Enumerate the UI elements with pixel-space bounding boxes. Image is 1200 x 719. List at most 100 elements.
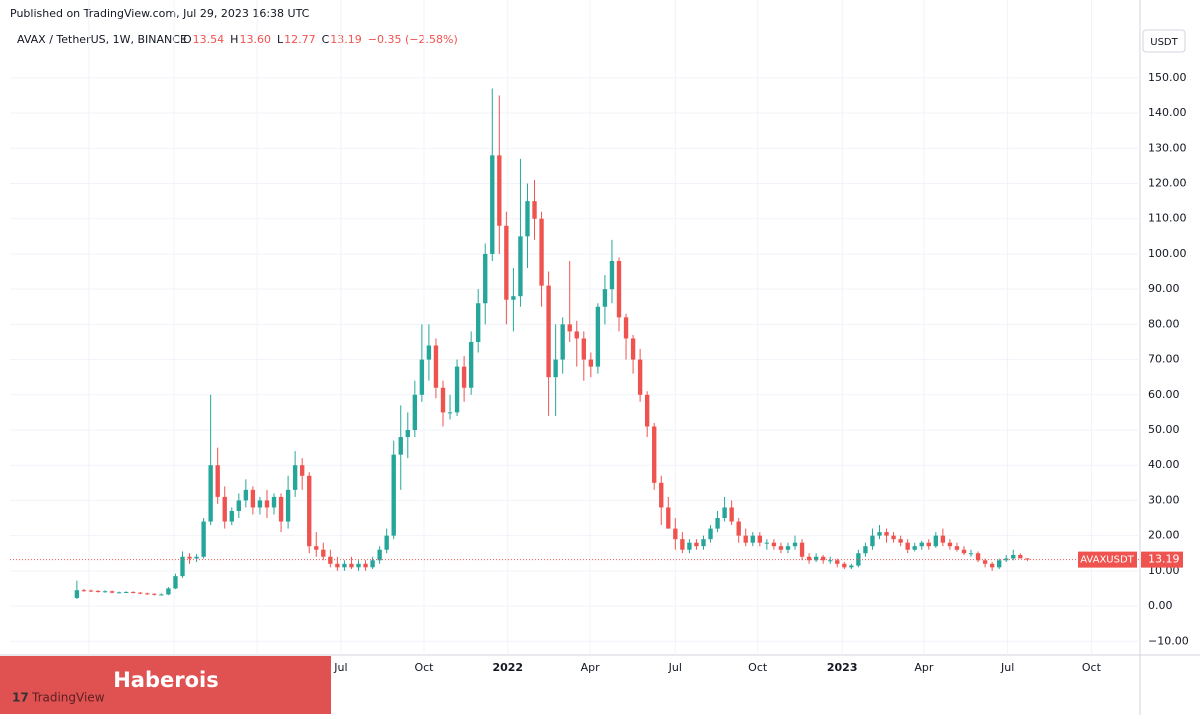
candle-body (975, 553, 981, 561)
candle-body (652, 426, 657, 483)
candle-body (602, 289, 608, 307)
candle-body (926, 542, 931, 547)
candle-body (785, 546, 791, 550)
candle-body (820, 556, 826, 561)
candle-body (257, 500, 263, 508)
candle-body (644, 394, 650, 427)
candle-body (208, 465, 213, 522)
candle-body (215, 465, 220, 497)
candle-body (145, 593, 150, 595)
candle-body (806, 556, 812, 561)
candle-body (553, 359, 558, 378)
x-tick-label: 2023 (827, 661, 858, 674)
candle-body (750, 535, 755, 543)
y-tick-label: 60.00 (1148, 388, 1180, 401)
candle-body (511, 296, 516, 300)
candle-body (842, 563, 847, 568)
candle-body (630, 338, 636, 360)
candle-body (637, 359, 643, 395)
candle-body (877, 532, 882, 536)
candle-body (328, 556, 333, 564)
currency-label[interactable]: USDT (1150, 37, 1178, 48)
candle-body (595, 306, 601, 367)
candle-body (384, 535, 389, 550)
candle-body (666, 507, 671, 529)
ohlc-value: 13.54 (193, 33, 225, 46)
candle-body (95, 590, 101, 592)
candle-body (764, 542, 770, 544)
candle-body (609, 260, 615, 290)
candle-body (722, 507, 727, 519)
y-tick-label: 90.00 (1148, 282, 1180, 295)
candle-body (201, 521, 206, 557)
grid (10, 0, 1140, 655)
candle-body (539, 218, 544, 286)
symbol[interactable]: AVAX / TetherUS, 1W, BINANCE (17, 33, 187, 46)
candle-body (616, 260, 622, 318)
candle-body (109, 591, 115, 593)
y-tick-label: 140.00 (1148, 106, 1187, 119)
candle-body (736, 521, 741, 536)
candle-body (299, 465, 305, 476)
candle-body (933, 535, 939, 547)
candle-body (243, 489, 249, 501)
candle-body (102, 591, 108, 593)
candle-body (870, 535, 875, 547)
y-tick-label: −10.00 (1148, 634, 1189, 647)
y-tick-label: 0.00 (1148, 599, 1173, 612)
ohlc-value: 13.19 (330, 33, 362, 46)
candle-body (476, 303, 481, 342)
candle-body (314, 546, 319, 550)
ohlc-key: O (183, 33, 192, 46)
candle-body (321, 549, 326, 557)
ohlc-value: 12.77 (284, 33, 316, 46)
candle-body (468, 341, 474, 388)
candle-body (180, 556, 185, 577)
candle-body (187, 556, 192, 559)
candle-body (497, 155, 502, 226)
candle-body (799, 542, 805, 557)
y-tick-label: 120.00 (1148, 177, 1187, 190)
candle-body (546, 285, 551, 378)
candle-body (447, 412, 453, 414)
published: Published on TradingView.com, Jul 29, 20… (10, 7, 310, 20)
candle-body (285, 489, 291, 522)
candle-body (194, 556, 199, 559)
candle-body (342, 563, 347, 568)
candle-body (440, 387, 446, 413)
candle-body (715, 518, 720, 529)
candle-body (426, 345, 432, 360)
candle-body (954, 546, 960, 550)
currency-button[interactable] (1142, 29, 1186, 53)
candle-body (982, 560, 988, 564)
ohlc-change: −0.35 (−2.58%) (368, 33, 458, 46)
y-tick-label: 150.00 (1148, 71, 1187, 84)
candle-body (694, 542, 699, 547)
candle-body (680, 539, 685, 550)
candle-body (884, 532, 889, 536)
y-tick-label: 30.00 (1148, 493, 1180, 506)
candle-body (581, 338, 586, 360)
candle-body (264, 500, 270, 508)
ohlc-key: L (277, 33, 284, 46)
candle-body (307, 475, 312, 547)
x-tick-label: Jul (333, 661, 347, 674)
y-tick-label: 20.00 (1148, 529, 1180, 542)
candle-body (278, 496, 284, 522)
x-tick-label: Oct (1082, 661, 1102, 674)
candle-body (687, 542, 692, 550)
candle-body (116, 592, 122, 594)
candle-body (363, 563, 368, 568)
candle-body (828, 560, 833, 562)
y-tick-label: 70.00 (1148, 353, 1180, 366)
candle-body (778, 546, 784, 550)
candle-body (673, 528, 678, 540)
y-tick-label: 80.00 (1148, 317, 1180, 330)
candle-body (792, 542, 798, 547)
candle-body (525, 201, 530, 237)
ohlc-key: H (230, 33, 238, 46)
y-tick-label: 50.00 (1148, 423, 1180, 436)
candle-body (391, 454, 396, 536)
candle-body (159, 594, 164, 596)
candle-body (961, 549, 967, 554)
